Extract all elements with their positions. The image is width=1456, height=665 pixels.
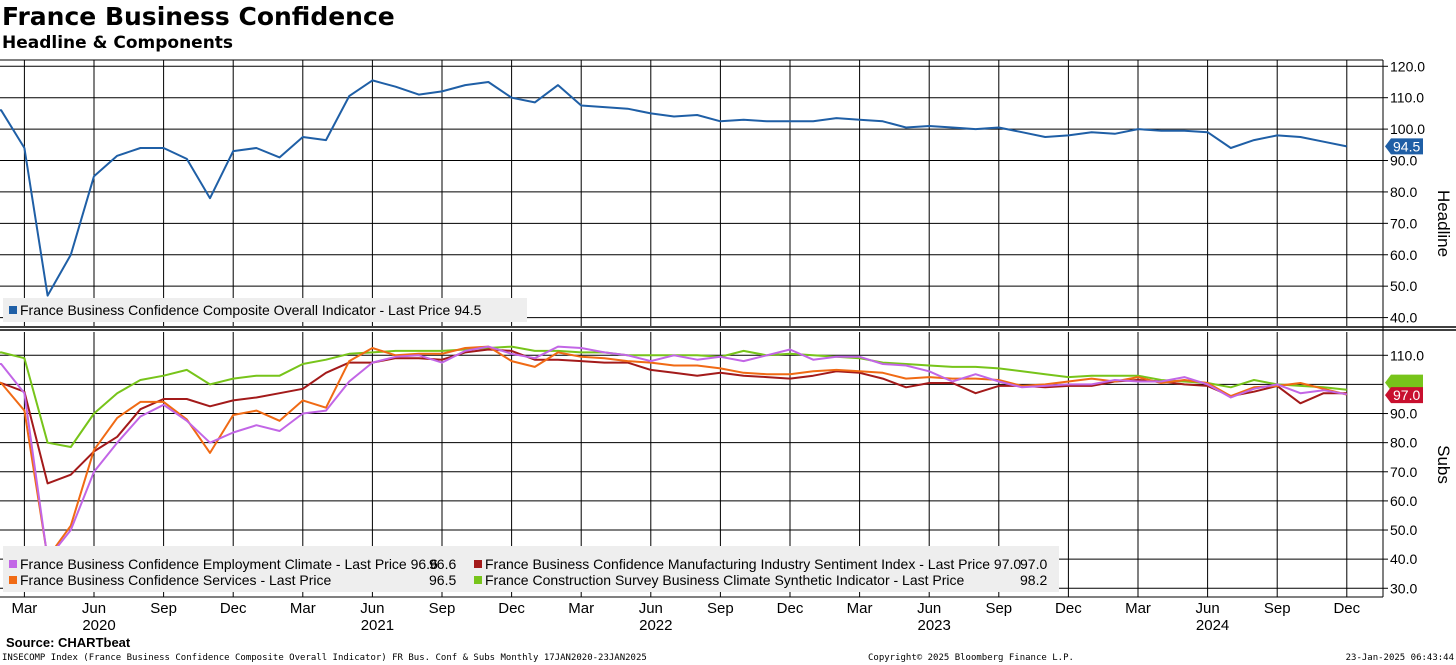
legend-label: France Business Confidence Manufacturing…: [485, 556, 1021, 572]
timestamp: 23-Jan-2025 06:43:44: [1345, 653, 1454, 663]
y-tick-label: 90.0: [1390, 406, 1417, 422]
x-tick-label: Sep: [1264, 600, 1291, 617]
legend-value: 96.6: [429, 556, 456, 572]
panel-divider-bg: [0, 326, 1456, 331]
chart-title: France Business Confidence: [2, 2, 395, 31]
x-tick-label: Mar: [11, 600, 37, 617]
x-year-label: 2020: [82, 617, 115, 634]
y-tick-label: 120.0: [1390, 58, 1425, 74]
x-tick-label: Sep: [150, 600, 177, 617]
chart-subtitle: Headline & Components: [2, 33, 234, 53]
legend-box-subs: [3, 546, 1059, 592]
x-tick-label: Mar: [847, 600, 873, 617]
x-year-label: 2021: [361, 617, 394, 634]
x-tick-label: Dec: [498, 600, 525, 617]
y-tick-label: 50.0: [1390, 522, 1417, 538]
legend-label: France Business Confidence Services - La…: [20, 572, 331, 588]
legend-value: 98.2: [1020, 572, 1047, 588]
x-tick-label: Jun: [360, 600, 384, 617]
source-note: Source: CHARTbeat: [6, 635, 131, 650]
y-tick-label: 110.0: [1390, 347, 1424, 363]
x-tick-label: Sep: [707, 600, 734, 617]
series-line-france-business-confidence-manufacturing-industry-sentiment-index: [0, 348, 1347, 485]
x-tick-label: Dec: [220, 600, 247, 617]
x-year-label: 2024: [1196, 617, 1229, 634]
y-axis-title-subs: Subs: [1434, 445, 1453, 484]
legend-value: 97.0: [1020, 556, 1047, 572]
y-tick-label: 110.0: [1390, 90, 1424, 106]
last-value-flag-construction-bg: [1385, 374, 1423, 391]
legend-label: France Business Confidence Employment Cl…: [20, 556, 438, 572]
legend-swatch: [474, 560, 482, 568]
y-tick-label: 30.0: [1390, 580, 1417, 596]
x-tick-label: Dec: [1055, 600, 1082, 617]
x-tick-label: Jun: [1196, 600, 1220, 617]
query-string: INSECOMP Index (France Business Confiden…: [2, 653, 647, 663]
y-tick-label: 70.0: [1390, 215, 1417, 231]
x-tick-label: Jun: [639, 600, 663, 617]
last-value-flag-subs: 97.0: [1393, 387, 1420, 403]
y-tick-label: 40.0: [1390, 310, 1417, 326]
last-value-flag-headline: 94.5: [1393, 138, 1420, 154]
y-tick-label: 60.0: [1390, 247, 1417, 263]
x-tick-label: Mar: [290, 600, 316, 617]
x-tick-label: Dec: [777, 600, 804, 617]
x-tick-label: Sep: [985, 600, 1012, 617]
y-tick-label: 50.0: [1390, 278, 1417, 294]
last-value-flag-subs-bg: [1385, 387, 1423, 404]
last-value-flag-headline-bg: [1385, 138, 1423, 155]
legend-label: France Business Confidence Composite Ove…: [20, 302, 482, 318]
y-tick-label: 70.0: [1390, 464, 1417, 480]
legend-box-headline: [3, 298, 527, 322]
series-line-france-construction-survey-business-climate-synthetic-indicator: [0, 345, 1347, 448]
legend-label: France Construction Survey Business Clim…: [485, 572, 965, 588]
x-tick-label: Sep: [429, 600, 456, 617]
legend-value: 96.5: [429, 572, 456, 588]
x-tick-label: Mar: [568, 600, 594, 617]
y-tick-label: 60.0: [1390, 493, 1417, 509]
legend-swatch: [9, 560, 17, 568]
x-tick-label: Jun: [82, 600, 106, 617]
y-tick-label: 100.0: [1390, 121, 1425, 137]
copyright-note: Copyright© 2025 Bloomberg Finance L.P.: [868, 653, 1074, 663]
x-year-label: 2023: [918, 617, 951, 634]
y-tick-label: 90.0: [1390, 153, 1417, 169]
legend-swatch: [474, 576, 482, 584]
x-tick-label: Mar: [1125, 600, 1151, 617]
series-line-france-business-confidence-employment-climate: [0, 345, 1347, 561]
x-tick-label: Dec: [1333, 600, 1360, 617]
y-axis-title-headline: Headline: [1434, 190, 1453, 257]
y-tick-label: 40.0: [1390, 551, 1417, 567]
y-tick-label: 80.0: [1390, 435, 1417, 451]
series-line-headline: [0, 79, 1347, 297]
legend-swatch: [9, 576, 17, 584]
y-tick-label: 80.0: [1390, 184, 1417, 200]
x-tick-label: Jun: [917, 600, 941, 617]
x-year-label: 2022: [639, 617, 672, 634]
legend-swatch: [9, 306, 17, 314]
